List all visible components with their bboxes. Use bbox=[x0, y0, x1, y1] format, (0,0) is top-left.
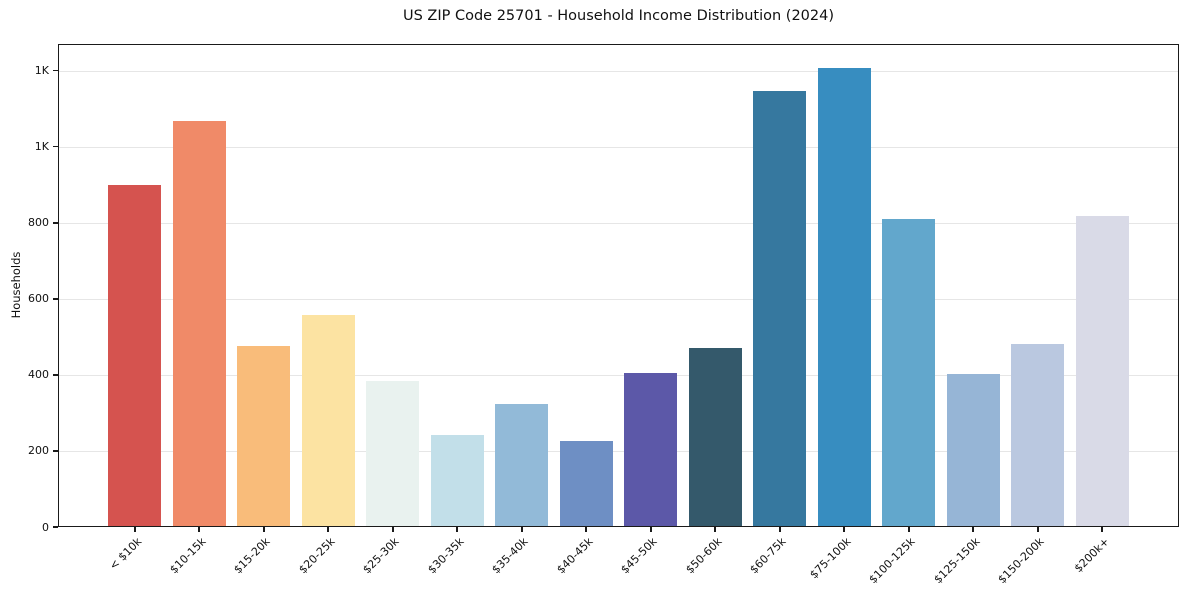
y-tick bbox=[53, 298, 58, 300]
bar-10-15k bbox=[172, 121, 226, 527]
bar-10k bbox=[108, 184, 162, 527]
x-tick bbox=[585, 527, 588, 532]
x-tick bbox=[1036, 527, 1039, 532]
y-tick bbox=[53, 450, 58, 452]
bar-150-200k bbox=[1011, 343, 1065, 527]
y-tick-label: 600 bbox=[28, 292, 49, 306]
y-tick bbox=[53, 526, 58, 528]
gridline bbox=[58, 70, 1179, 72]
x-tick bbox=[262, 527, 265, 532]
y-tick-label: 1K bbox=[34, 140, 49, 154]
gridline bbox=[58, 146, 1179, 148]
x-tick bbox=[714, 527, 717, 532]
gridline bbox=[58, 222, 1179, 224]
bar-200k bbox=[1075, 215, 1129, 527]
plot-area bbox=[58, 44, 1179, 527]
x-tick bbox=[843, 527, 846, 532]
bar-15-20k bbox=[237, 345, 291, 527]
y-tick-label: 1K bbox=[34, 64, 49, 78]
y-tick bbox=[53, 145, 58, 148]
bar-40-45k bbox=[559, 440, 613, 527]
y-tick bbox=[53, 221, 58, 224]
gridline bbox=[58, 374, 1179, 376]
y-tick-label: 800 bbox=[28, 216, 49, 230]
bar-50-60k bbox=[688, 348, 742, 527]
x-tick bbox=[520, 527, 523, 532]
x-tick bbox=[649, 527, 652, 532]
bar-30-35k bbox=[430, 434, 484, 527]
y-axis-label: Households bbox=[9, 251, 23, 319]
y-tick bbox=[53, 374, 58, 376]
bar-35-40k bbox=[495, 403, 549, 527]
y-tick-label: 0 bbox=[42, 520, 49, 534]
x-tick bbox=[972, 527, 975, 532]
y-tick-label: 400 bbox=[28, 368, 49, 382]
x-tick bbox=[778, 527, 781, 532]
y-tick bbox=[53, 69, 58, 72]
x-tick bbox=[133, 527, 136, 532]
bar-20-25k bbox=[301, 315, 355, 527]
bar-60-75k bbox=[753, 91, 807, 527]
x-tick bbox=[456, 527, 459, 532]
x-tick bbox=[327, 527, 330, 532]
bar-125-150k bbox=[946, 373, 1000, 527]
x-tick bbox=[391, 527, 394, 532]
chart-title: US ZIP Code 25701 - Household Income Dis… bbox=[402, 8, 835, 24]
x-tick bbox=[907, 527, 910, 532]
gridline bbox=[58, 298, 1179, 300]
y-tick-label: 200 bbox=[28, 444, 49, 458]
gridline bbox=[58, 450, 1179, 452]
bar-45-50k bbox=[624, 372, 678, 527]
bar-25-30k bbox=[366, 380, 420, 527]
x-tick bbox=[198, 527, 201, 532]
x-tick bbox=[1101, 527, 1104, 532]
bar-100-125k bbox=[882, 218, 936, 527]
bar-75-100k bbox=[817, 68, 871, 527]
